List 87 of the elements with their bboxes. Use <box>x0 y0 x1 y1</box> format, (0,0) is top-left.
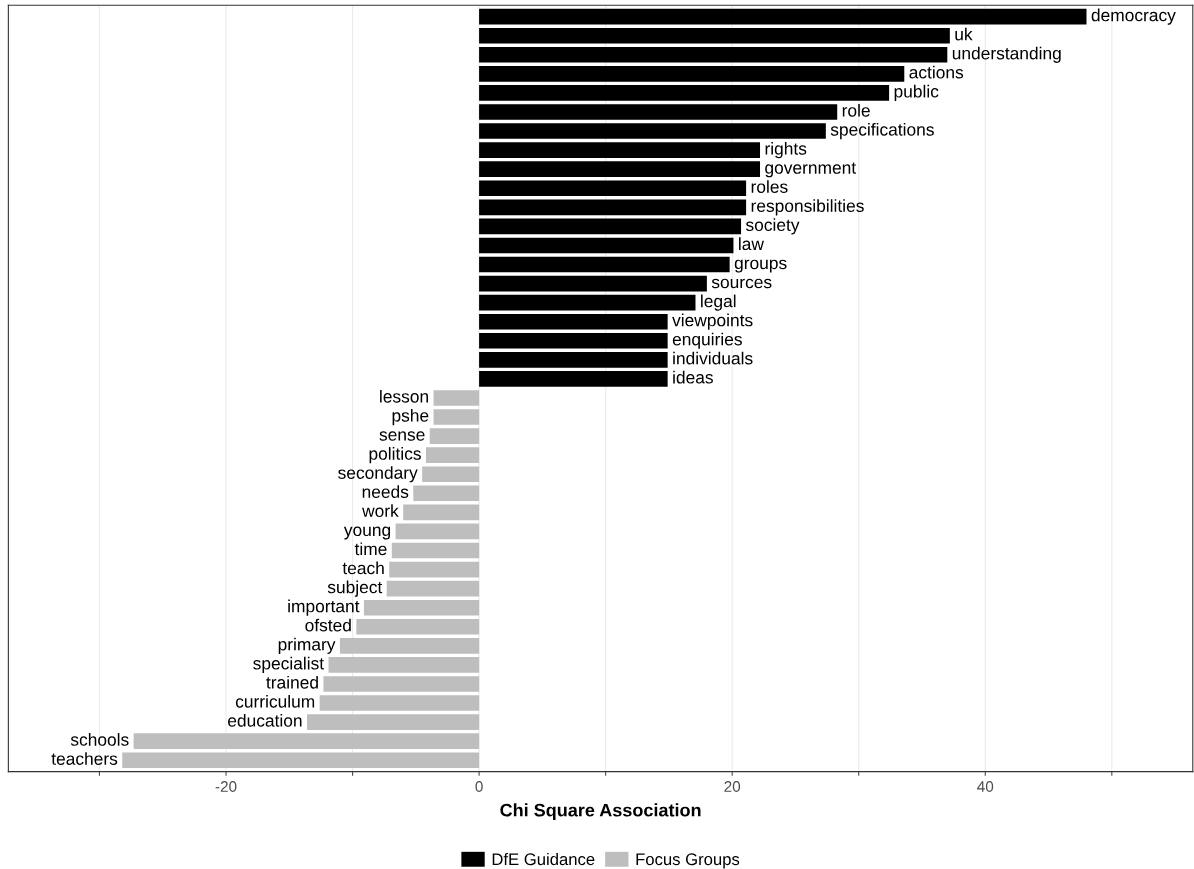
bar <box>429 428 480 444</box>
y-tick-label: actions <box>909 65 964 79</box>
bar <box>479 161 761 177</box>
y-tick-label: society <box>745 218 800 235</box>
y-tick-label: democracy <box>1091 8 1176 25</box>
y-tick-label: uk <box>955 27 973 41</box>
bar <box>479 294 696 311</box>
x-tick-label: 0 <box>475 781 483 792</box>
y-tick-label: pshe <box>392 408 429 426</box>
y-tick-label: groups <box>734 259 787 273</box>
y-tick-label: ideas <box>673 370 713 384</box>
y-tick-label: teachers <box>51 752 118 765</box>
bar <box>395 523 480 540</box>
bar <box>433 390 480 406</box>
y-tick-label: schools <box>70 733 129 746</box>
y-tick-label: individuals <box>673 351 753 365</box>
bar <box>413 485 480 502</box>
y-tick-label: needs <box>362 485 409 498</box>
y-tick-label: sources <box>711 278 772 289</box>
y-tick-label: subject <box>327 580 383 597</box>
y-tick-label: responsibilities <box>751 199 864 216</box>
bar <box>479 46 948 63</box>
bar <box>479 352 668 368</box>
x-axis-title: Chi Square Association <box>500 803 701 821</box>
bar <box>122 752 480 769</box>
y-tick-label: primary <box>278 637 336 654</box>
y-tick-label: sense <box>379 431 425 441</box>
y-tick-label: ofsted <box>305 618 351 632</box>
y-tick-label: viewpoints <box>672 313 753 330</box>
y-tick-label: legal <box>701 294 736 311</box>
bar <box>422 466 480 483</box>
y-tick-label: curriculum <box>235 694 315 708</box>
bar <box>479 313 668 330</box>
bar <box>479 8 1087 25</box>
bar <box>433 409 480 425</box>
bar <box>356 618 480 635</box>
y-tick-label: public <box>894 84 939 102</box>
y-tick-label: rights <box>765 142 807 159</box>
y-tick-label: roles <box>751 180 788 193</box>
y-tick-label: secondary <box>338 466 418 483</box>
legend-label: DfE Guidance <box>492 852 595 866</box>
bar <box>323 676 480 692</box>
y-tick-label: important <box>288 599 360 616</box>
bar <box>479 123 826 139</box>
bar <box>386 580 480 597</box>
y-tick-label: work <box>362 504 399 518</box>
y-tick-label: lesson <box>380 389 428 403</box>
bar <box>389 561 480 578</box>
bar <box>479 275 707 292</box>
bar <box>479 218 742 235</box>
bar <box>479 237 734 254</box>
bar <box>479 85 890 101</box>
bar <box>479 371 668 387</box>
bar <box>328 657 480 673</box>
y-tick-label: specialist <box>253 656 324 673</box>
y-tick-label: law <box>739 237 764 251</box>
x-tick-label: 40 <box>977 781 994 792</box>
y-tick-label: teach <box>342 561 384 575</box>
y-tick-label: trained <box>266 675 318 689</box>
legend-label: Focus Groups <box>636 853 740 869</box>
y-tick-label: specifications <box>830 122 934 140</box>
bar <box>403 504 480 521</box>
bar <box>479 27 950 44</box>
bar <box>425 447 480 463</box>
bar <box>479 66 905 82</box>
bar <box>479 180 747 197</box>
x-tick-label: 20 <box>724 781 741 792</box>
bar <box>479 332 668 349</box>
bar <box>391 542 480 559</box>
bar <box>133 733 480 749</box>
y-tick-label: enquiries <box>672 332 742 349</box>
y-tick-label: young <box>343 526 391 540</box>
bar <box>479 142 761 158</box>
y-tick-label: education <box>228 714 302 727</box>
bar <box>479 199 747 216</box>
y-tick-label: understanding <box>952 46 1061 63</box>
y-tick-label: role <box>842 103 870 117</box>
x-tick-label: -20 <box>215 781 237 792</box>
bar <box>363 599 480 616</box>
bar <box>319 695 480 711</box>
bar <box>339 638 480 654</box>
y-tick-label: time <box>354 542 387 556</box>
bar <box>479 256 730 273</box>
y-tick-label: politics <box>369 447 421 464</box>
y-tick-label: government <box>765 162 857 178</box>
bar <box>307 714 480 730</box>
bar <box>479 104 838 120</box>
